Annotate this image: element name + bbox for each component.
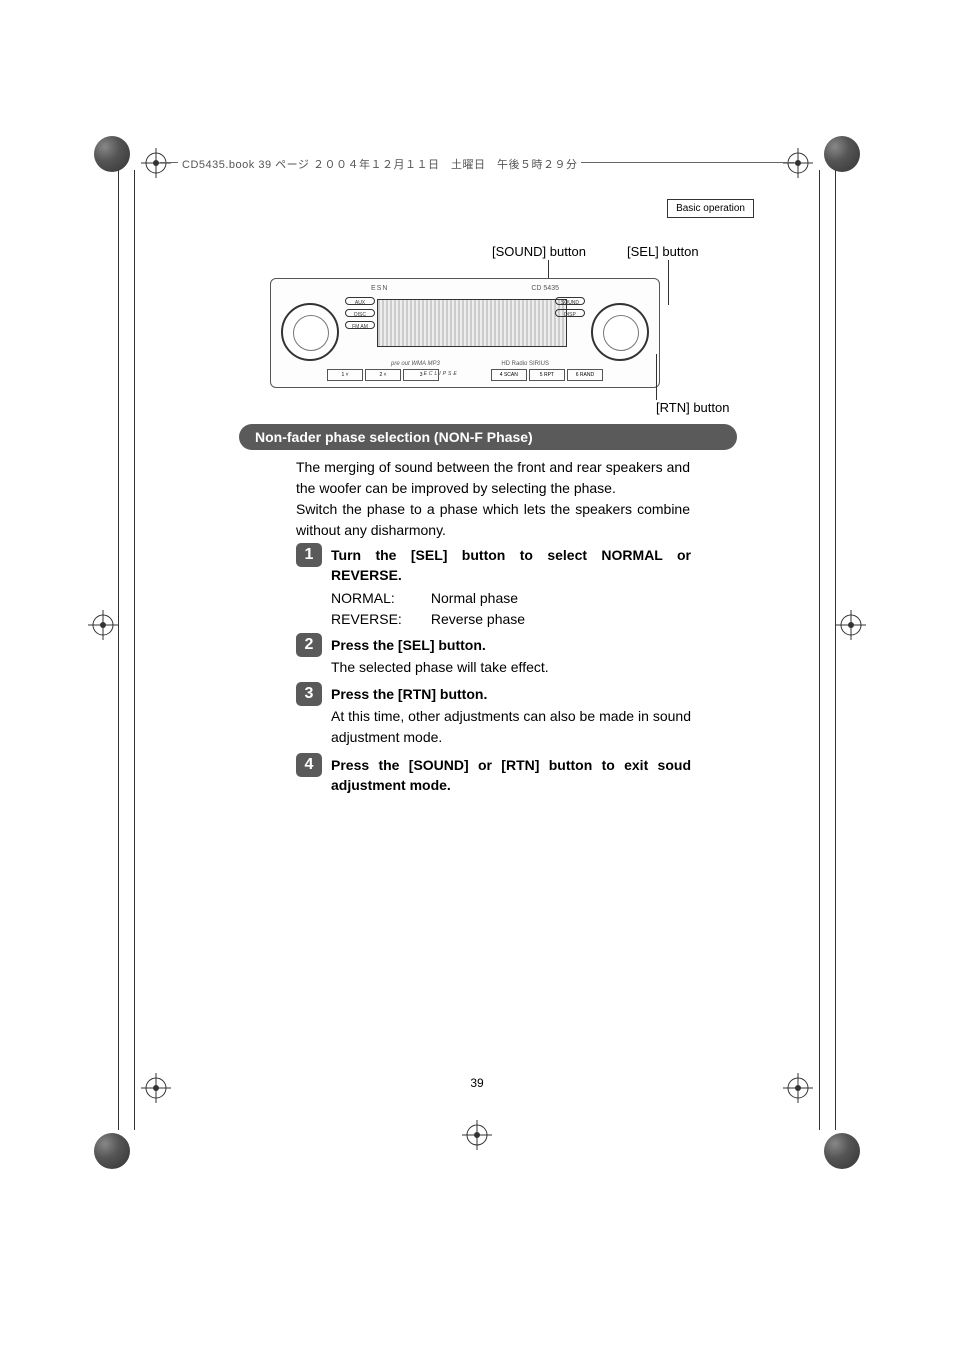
globe-icon bbox=[824, 136, 860, 172]
step-badge: 1 bbox=[296, 543, 322, 567]
definition-term: NORMAL: bbox=[331, 588, 427, 609]
step-heading: Press the [SEL] button. bbox=[331, 635, 691, 655]
step-heading: Press the [SOUND] or [RTN] button to exi… bbox=[331, 755, 691, 795]
leader-line bbox=[668, 260, 669, 304]
step-body: At this time, other adjustments can also… bbox=[331, 706, 691, 748]
crop-mark-icon bbox=[141, 148, 171, 178]
running-header: CD5435.book 39 ページ ２００４年１２月１１日 土曜日 午後５時２… bbox=[178, 156, 581, 172]
sel-knob-icon bbox=[591, 303, 649, 361]
callout-sel: [SEL] button bbox=[627, 244, 699, 259]
intro-paragraph: The merging of sound between the front a… bbox=[296, 457, 690, 499]
device-right-buttons: SOUND DISP bbox=[555, 297, 585, 321]
step-heading: Turn the [SEL] button to select NORMAL o… bbox=[331, 545, 691, 585]
definition-term: REVERSE: bbox=[331, 609, 427, 630]
device-brand-small: pre out WMA MP3 bbox=[391, 361, 440, 367]
callout-rtn: [RTN] button bbox=[656, 400, 729, 415]
globe-icon bbox=[824, 1133, 860, 1169]
step-body: The selected phase will take effect. bbox=[331, 657, 691, 678]
disp-button-icon: DISP bbox=[555, 309, 585, 317]
trim-line bbox=[118, 170, 119, 1130]
fmam-button-icon: FM AM bbox=[345, 321, 375, 329]
trim-line bbox=[835, 170, 836, 1130]
section-heading: Non-fader phase selection (NON-F Phase) bbox=[239, 424, 737, 450]
globe-icon bbox=[94, 136, 130, 172]
crop-mark-icon bbox=[783, 148, 813, 178]
device-hd-label: HD Radio SIRIUS bbox=[501, 361, 549, 367]
device-brand: ECLIPSE bbox=[417, 369, 465, 381]
crop-mark-icon bbox=[462, 1120, 492, 1150]
crop-mark-icon bbox=[836, 610, 866, 640]
sound-button-icon: SOUND bbox=[555, 297, 585, 305]
intro-paragraph: Switch the phase to a phase which lets t… bbox=[296, 499, 690, 541]
definition-row: REVERSE: Reverse phase bbox=[331, 609, 525, 630]
step-badge: 3 bbox=[296, 682, 322, 706]
device-model: CD 5435 bbox=[531, 285, 559, 292]
trim-line bbox=[819, 170, 820, 1130]
volume-knob-icon bbox=[281, 303, 339, 361]
step-heading: Press the [RTN] button. bbox=[331, 684, 691, 704]
page-number: 39 bbox=[0, 1076, 954, 1090]
crop-mark-icon bbox=[88, 610, 118, 640]
preset-tab: 2 ˄ bbox=[365, 369, 401, 381]
device-preset-row: 1 ˅ 2 ˄ 3 ECLIPSE 4 SCAN 5 RPT 6 RAND bbox=[327, 369, 603, 381]
definition-desc: Reverse phase bbox=[431, 611, 525, 627]
preset-tab: 4 SCAN bbox=[491, 369, 527, 381]
leader-line bbox=[656, 354, 657, 400]
aux-button-icon: AUX bbox=[345, 297, 375, 305]
trim-line bbox=[134, 170, 135, 1130]
globe-icon bbox=[94, 1133, 130, 1169]
step-badge: 4 bbox=[296, 753, 322, 777]
preset-tab: 5 RPT bbox=[529, 369, 565, 381]
definition-desc: Normal phase bbox=[431, 590, 518, 606]
page: CD5435.book 39 ページ ２００４年１２月１１日 土曜日 午後５時２… bbox=[0, 0, 954, 1351]
preset-tab: 6 RAND bbox=[567, 369, 603, 381]
preset-tab: 1 ˅ bbox=[327, 369, 363, 381]
lcd-display-icon bbox=[377, 299, 567, 347]
device-illustration: ESN CD 5435 AUX DISC FM AM SOUND DISP pr… bbox=[270, 278, 660, 388]
chapter-label: Basic operation bbox=[667, 199, 754, 218]
callout-sound: [SOUND] button bbox=[492, 244, 586, 259]
device-left-buttons: AUX DISC FM AM bbox=[345, 297, 375, 333]
definition-row: NORMAL: Normal phase bbox=[331, 588, 518, 609]
disc-button-icon: DISC bbox=[345, 309, 375, 317]
device-top-icons: ESN bbox=[371, 285, 388, 292]
step-badge: 2 bbox=[296, 633, 322, 657]
leader-line bbox=[668, 304, 669, 305]
